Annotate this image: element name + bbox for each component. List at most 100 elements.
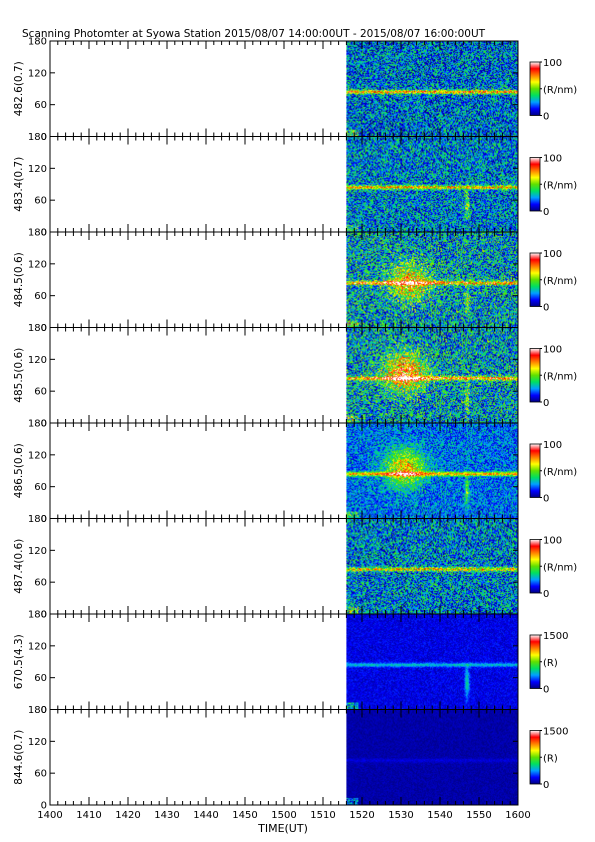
- y-tick-label: 180: [28, 419, 47, 430]
- y-tick-label: 0: [41, 705, 47, 716]
- colorbar-unit-label: (R/nm): [543, 180, 577, 191]
- y-tick-label: 0: [41, 514, 47, 525]
- colorbar-min-label: 0: [543, 589, 549, 600]
- colorbar-max-label: 100: [543, 249, 562, 260]
- y-tick-label: 60: [34, 769, 47, 780]
- panel-6: 0 60 120 180 670.5(4.3) 1500 0 (R): [13, 610, 568, 717]
- panel-label: 483.4(0.7): [13, 157, 25, 212]
- y-tick-label: 120: [28, 259, 47, 270]
- colorbar-max-label: 100: [543, 536, 562, 547]
- y-tick-label: 120: [28, 164, 47, 175]
- chart-title: Scanning Photomter at Syowa Station 2015…: [22, 28, 486, 40]
- y-tick-label: 0: [41, 801, 47, 812]
- colorbar-min-label: 0: [543, 494, 549, 505]
- colorbar: [529, 348, 541, 403]
- panel-3: 0 60 120 180 485.5(0.6) 100 0 (R/nm): [13, 323, 577, 430]
- y-tick-label: 60: [34, 482, 47, 493]
- x-tick-label: 1410: [76, 810, 101, 821]
- colorbar-unit-label: (R/nm): [543, 371, 577, 382]
- heatmap-image: [346, 327, 518, 423]
- panel-1: 0 60 120 180 483.4(0.7) 100 0 (R/nm): [13, 132, 577, 239]
- x-tick-label: 1450: [232, 810, 257, 821]
- x-tick-label: 1420: [115, 810, 140, 821]
- colorbar: [529, 443, 541, 498]
- colorbar-max-label: 100: [543, 345, 562, 356]
- colorbar-unit-label: (R/nm): [543, 276, 577, 287]
- x-tick-label: 1510: [310, 810, 335, 821]
- colorbar-unit-label: (R/nm): [543, 467, 577, 478]
- y-tick-label: 60: [34, 291, 47, 302]
- x-tick-label: 1600: [505, 810, 530, 821]
- x-axis-label: TIME(UT): [257, 822, 308, 835]
- panel-label: 484.5(0.6): [13, 252, 25, 307]
- y-tick-label: 60: [34, 673, 47, 684]
- colorbar-min-label: 0: [543, 780, 549, 791]
- x-tick-label: 1520: [349, 810, 374, 821]
- panel-label: 844.6(0.7): [13, 730, 25, 785]
- heatmap-image: [346, 709, 518, 805]
- y-tick-label: 60: [34, 578, 47, 589]
- panel-4: 0 60 120 180 486.5(0.6) 100 0 (R/nm): [13, 419, 577, 526]
- x-tick-label: 1400: [37, 810, 62, 821]
- y-tick-label: 120: [28, 68, 47, 79]
- panels-layer: 0 60 120 180 482.6(0.7) 100 0 (R/nm) 0 60 120 180 48…: [13, 37, 577, 812]
- y-tick-label: 60: [34, 100, 47, 111]
- y-tick-label: 0: [41, 228, 47, 239]
- heatmap-image: [346, 136, 518, 232]
- heatmap-image: [346, 232, 518, 328]
- colorbar-max-label: 100: [543, 154, 562, 165]
- panel-5: 0 60 120 180 487.4(0.6) 100 0 (R/nm): [13, 514, 577, 621]
- colorbar: [529, 634, 541, 689]
- x-tick-label: 1530: [388, 810, 413, 821]
- x-axis: 1400 1410 1420 1430 1440 1450 1500 1510 1520 1530…: [37, 810, 530, 821]
- panel-label: 482.6(0.7): [13, 61, 25, 116]
- x-tick-label: 1430: [154, 810, 179, 821]
- colorbar-unit-label: (R): [543, 753, 558, 764]
- colorbar-min-label: 0: [543, 398, 549, 409]
- y-tick-label: 0: [41, 419, 47, 430]
- y-tick-label: 180: [28, 132, 47, 143]
- y-tick-label: 60: [34, 387, 47, 398]
- colorbar-max-label: 1500: [543, 727, 568, 738]
- y-tick-label: 0: [41, 132, 47, 143]
- y-tick-label: 0: [41, 323, 47, 334]
- heatmap-image: [346, 41, 518, 137]
- y-tick-label: 180: [28, 705, 47, 716]
- heatmap-image: [346, 518, 518, 614]
- x-tick-label: 1500: [271, 810, 296, 821]
- colorbar-max-label: 100: [543, 58, 562, 69]
- panel-label: 670.5(4.3): [13, 634, 25, 689]
- x-tick-label: 1550: [466, 810, 491, 821]
- colorbar-unit-label: (R/nm): [543, 85, 577, 96]
- colorbar-min-label: 0: [543, 303, 549, 314]
- panel-2: 0 60 120 180 484.5(0.6) 100 0 (R/nm): [13, 228, 577, 335]
- panel-0: 0 60 120 180 482.6(0.7) 100 0 (R/nm): [13, 37, 577, 144]
- panel-label: 486.5(0.6): [13, 443, 25, 498]
- y-tick-label: 120: [28, 355, 47, 366]
- colorbar: [529, 539, 541, 594]
- panel-label: 487.4(0.6): [13, 539, 25, 594]
- y-tick-label: 120: [28, 546, 47, 557]
- y-tick-label: 180: [28, 323, 47, 334]
- y-tick-label: 120: [28, 737, 47, 748]
- y-tick-label: 180: [28, 514, 47, 525]
- x-tick-label: 1540: [427, 810, 452, 821]
- y-tick-label: 180: [28, 228, 47, 239]
- heatmap-image: [346, 423, 518, 519]
- panel-label: 485.5(0.6): [13, 348, 25, 403]
- y-tick-label: 0: [41, 610, 47, 621]
- heatmap-image: [346, 614, 518, 710]
- y-tick-label: 120: [28, 641, 47, 652]
- colorbar: [529, 252, 541, 307]
- colorbar-max-label: 1500: [543, 631, 568, 642]
- y-tick-label: 60: [34, 196, 47, 207]
- y-tick-label: 180: [28, 37, 47, 48]
- y-tick-label: 180: [28, 610, 47, 621]
- panel-7: 0 60 120 180 844.6(0.7) 1500 0 (R): [13, 705, 568, 812]
- colorbar: [529, 730, 541, 785]
- y-tick-label: 120: [28, 450, 47, 461]
- colorbar: [529, 157, 541, 212]
- colorbar: [529, 61, 541, 116]
- colorbar-max-label: 100: [543, 440, 562, 451]
